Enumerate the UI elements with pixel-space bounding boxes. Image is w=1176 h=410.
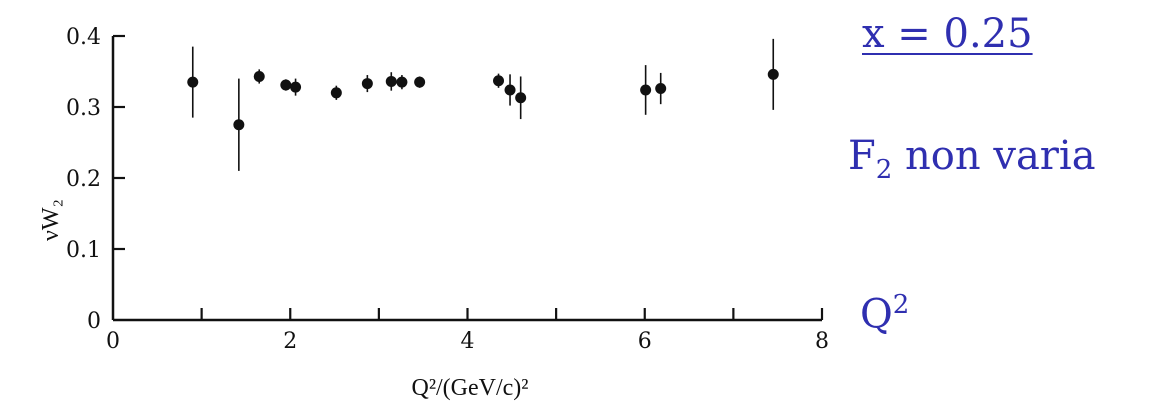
data-point bbox=[187, 76, 199, 88]
f2-subscript: 2 bbox=[875, 155, 893, 185]
data-point bbox=[640, 84, 652, 96]
x-tick-label: 4 bbox=[461, 329, 475, 354]
f2-text: non varia bbox=[892, 133, 1096, 179]
x-value-annotation: x = 0.25 bbox=[862, 11, 1033, 57]
x-tick-label: 6 bbox=[638, 329, 652, 354]
x-tick-label: 8 bbox=[815, 329, 829, 354]
data-point bbox=[504, 84, 516, 96]
y-tick-label: 0 bbox=[87, 309, 101, 334]
x-axis-label: Q²/(GeV/c)² bbox=[411, 375, 528, 401]
x-tick-label: 0 bbox=[106, 329, 120, 354]
axes bbox=[111, 36, 822, 322]
data-points bbox=[187, 38, 779, 171]
data-point bbox=[767, 68, 779, 80]
y-ticks: 0 0.1 0.2 0.3 0.4 bbox=[66, 25, 125, 334]
data-point bbox=[655, 83, 667, 95]
data-point bbox=[515, 92, 527, 104]
data-point bbox=[385, 75, 397, 87]
y-tick-label: 0.2 bbox=[66, 167, 101, 192]
data-point bbox=[233, 119, 245, 131]
data-point bbox=[493, 75, 505, 87]
y-tick-label: 0.4 bbox=[66, 25, 101, 50]
q-superscript: 2 bbox=[892, 290, 910, 320]
y-tick-label: 0.1 bbox=[66, 238, 101, 263]
x-tick-label: 2 bbox=[283, 329, 297, 354]
data-point bbox=[361, 78, 373, 90]
f2-annotation: F2 non varia bbox=[848, 136, 1096, 183]
data-point bbox=[290, 81, 302, 93]
data-point bbox=[280, 79, 292, 91]
x-ticks: 0 2 4 6 8 bbox=[106, 308, 829, 354]
data-point bbox=[396, 76, 408, 88]
f2-letter: F bbox=[848, 133, 876, 179]
data-point bbox=[253, 70, 265, 82]
y-axis-label: νW₂ bbox=[38, 199, 64, 241]
q-letter: Q bbox=[860, 291, 893, 338]
q2-annotation: Q2 bbox=[860, 292, 909, 334]
data-point bbox=[330, 87, 342, 99]
y-tick-label: 0.3 bbox=[66, 96, 101, 121]
data-point bbox=[414, 76, 426, 88]
